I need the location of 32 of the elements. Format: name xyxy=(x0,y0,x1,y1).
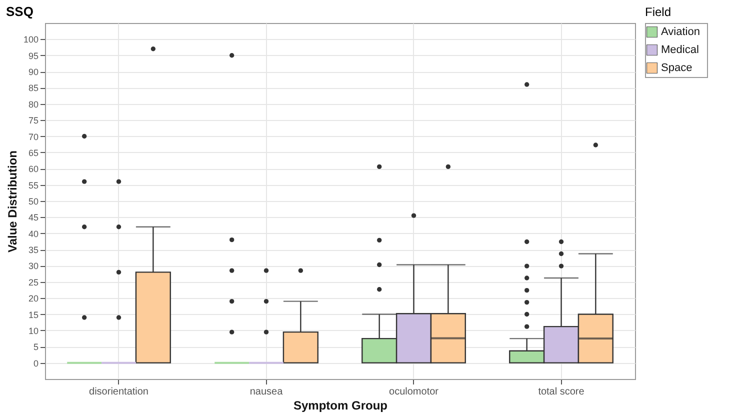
y-tick-label: 5 xyxy=(33,342,38,352)
legend-label: Medical xyxy=(661,44,699,56)
y-tick-label: 30 xyxy=(28,261,38,272)
y-tick-label: 20 xyxy=(28,294,38,304)
legend-title: Field xyxy=(645,5,672,19)
y-tick-label: 55 xyxy=(28,180,38,190)
y-tick-label: 60 xyxy=(28,164,38,174)
y-tick-label: 45 xyxy=(28,212,38,223)
y-tick-label: 10 xyxy=(28,326,38,336)
y-tick-label: 35 xyxy=(28,245,38,256)
x-tick-label: total score xyxy=(538,386,585,398)
y-tick-label: 95 xyxy=(28,50,38,61)
x-tick-label: disorientation xyxy=(89,386,148,398)
y-tick-label: 65 xyxy=(28,148,38,158)
y-tick-label: 80 xyxy=(28,99,38,110)
x-tick-label: nausea xyxy=(250,386,284,398)
chart-title: SSQ xyxy=(6,4,34,19)
y-tick-label: 90 xyxy=(28,67,38,78)
y-tick-label: 15 xyxy=(28,310,38,320)
y-tick-label: 40 xyxy=(28,228,38,239)
y-tick-label: 50 xyxy=(28,196,38,206)
y-tick-label: 100 xyxy=(23,34,38,45)
y-tick-label: 70 xyxy=(28,132,38,142)
legend-label: Space xyxy=(661,62,692,74)
y-tick-label: 75 xyxy=(28,116,38,126)
y-tick-label: 85 xyxy=(28,83,38,94)
y-axis-title: Value Distribution xyxy=(5,150,20,253)
y-tick-label: 25 xyxy=(28,277,38,288)
y-tick-label: 0 xyxy=(33,358,38,368)
legend-label: Aviation xyxy=(661,26,700,38)
x-tick-label: oculomotor xyxy=(389,386,440,398)
x-axis-title: Symptom Group xyxy=(293,398,388,412)
